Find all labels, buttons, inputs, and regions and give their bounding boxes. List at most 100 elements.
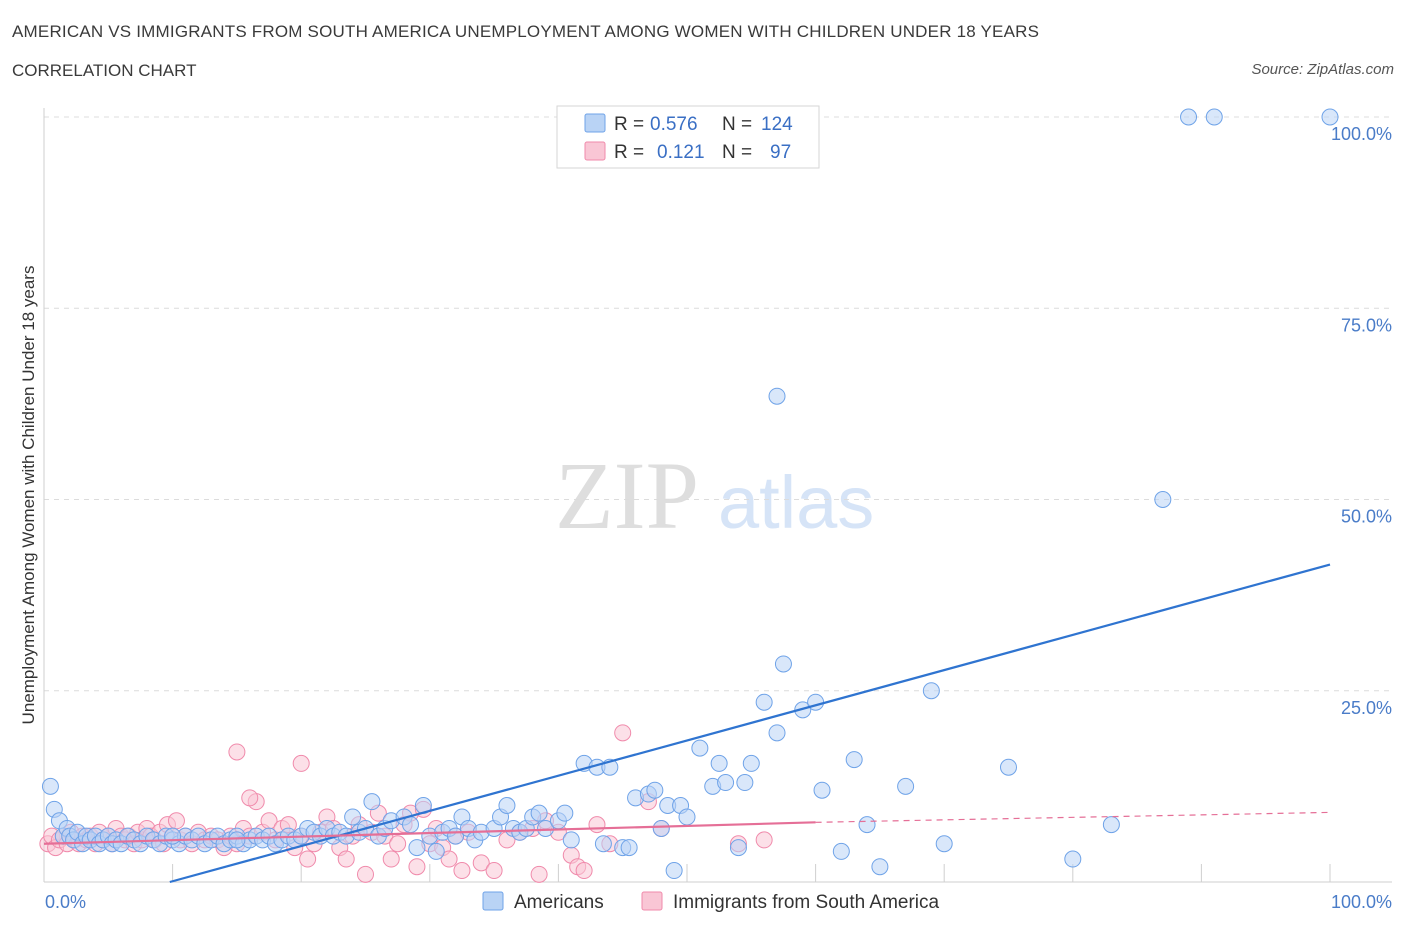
legend-n-value-immigrants: 97	[770, 142, 791, 163]
immigrants-point	[472, 854, 490, 872]
bottom-legend-americans: Americans	[514, 892, 604, 913]
y-tick-label-0: 25.0%	[1341, 698, 1392, 718]
y-axis-label: Unemployment Among Women with Children U…	[19, 266, 38, 725]
legend-r-label-immigrants: R =	[614, 142, 644, 163]
immigrants-point	[755, 831, 773, 849]
immigrants-point	[408, 858, 426, 876]
americans-point	[562, 831, 580, 849]
trend-lines	[43, 563, 1331, 884]
americans-point	[228, 831, 246, 849]
americans-point	[1064, 850, 1082, 868]
americans-point	[41, 777, 59, 795]
gridlines	[44, 116, 1392, 692]
americans-point	[768, 724, 786, 742]
americans-point	[710, 754, 728, 772]
americans-point	[897, 777, 915, 795]
americans-point	[768, 387, 786, 405]
americans-point	[363, 793, 381, 811]
americans-point	[402, 816, 420, 834]
americans-point	[755, 693, 773, 711]
x-tick-label-1: 100.0%	[1331, 892, 1392, 912]
legend-swatch-americans	[584, 113, 606, 133]
immigrants-point	[167, 812, 185, 830]
americans-point	[164, 827, 182, 845]
legend-r-value-immigrants: 0.121	[657, 142, 705, 163]
immigrants-point	[228, 743, 246, 761]
immigrants-point	[614, 724, 632, 742]
chart-subtitle: CORRELATION CHART	[12, 61, 197, 80]
americans-point	[1180, 108, 1198, 126]
americans-point	[845, 751, 863, 769]
americans-point	[736, 774, 754, 792]
immigrants-point	[337, 850, 355, 868]
immigrants-point	[485, 862, 503, 880]
chart-title: AMERICAN VS IMMIGRANTS FROM SOUTH AMERIC…	[12, 22, 1040, 41]
americans-point	[1154, 491, 1172, 508]
watermark-atlas: atlas	[718, 461, 874, 544]
y-tick-label-1: 50.0%	[1341, 507, 1392, 527]
immigrants-trend-extension	[815, 811, 1331, 823]
americans-point	[1000, 758, 1017, 776]
americans-point	[922, 682, 940, 700]
legend-swatch-immigrants	[584, 141, 606, 161]
americans-point	[742, 754, 760, 772]
americans-point	[594, 835, 612, 853]
americans-point	[691, 739, 709, 757]
immigrants-point	[382, 850, 400, 868]
y-tick-label-3: 100.0%	[1331, 124, 1392, 144]
immigrants-point	[575, 862, 593, 880]
immigrants-point	[292, 754, 310, 772]
americans-point	[498, 797, 516, 814]
immigrants-point	[299, 850, 317, 868]
americans-point	[652, 819, 670, 837]
axes	[43, 108, 1392, 883]
legend-n-label-immigrants: N =	[722, 142, 752, 163]
immigrants-point	[588, 816, 606, 834]
americans-point	[646, 781, 664, 799]
immigrants-point	[453, 862, 471, 880]
bottom-legend-immigrants: Immigrants from South America	[673, 892, 940, 913]
americans-point	[678, 808, 696, 826]
bottom-legend-swatch-americans	[482, 891, 504, 911]
americans-point	[537, 819, 555, 837]
legend-r-label-americans: R =	[614, 114, 644, 135]
americans-point	[1102, 816, 1120, 834]
immigrants-point	[357, 865, 374, 883]
americans-point	[858, 816, 876, 834]
y-tick-label-2: 75.0%	[1341, 315, 1392, 335]
americans-point	[344, 808, 362, 826]
immigrants-point	[440, 850, 458, 868]
x-tick-label-0: 0.0%	[45, 892, 86, 912]
legend-n-value-americans: 124	[761, 114, 793, 135]
americans-point	[1321, 108, 1339, 126]
americans-point	[935, 835, 953, 853]
watermark-zip: ZIP	[555, 442, 699, 549]
americans-point	[871, 858, 889, 876]
americans-point	[408, 839, 426, 857]
tick-labels: 25.0% 50.0% 75.0% 100.0% 0.0% 100.0%	[45, 124, 1392, 912]
legend-r-value-americans: 0.576	[650, 114, 698, 135]
legend-n-label-americans: N =	[722, 114, 752, 135]
immigrants-trend-line	[43, 821, 816, 845]
bottom-legend: Americans Immigrants from South America	[482, 891, 940, 913]
source-label: Source: ZipAtlas.com	[1251, 61, 1394, 78]
top-legend: R = 0.576 N = 124 R = 0.121 N = 97	[556, 105, 820, 169]
bottom-legend-swatch-immigrants	[641, 891, 663, 911]
immigrants-point	[389, 835, 407, 853]
americans-trend-line	[169, 563, 1331, 884]
americans-point	[813, 781, 831, 799]
americans-point	[774, 655, 792, 673]
americans-point	[665, 862, 683, 880]
americans-point	[620, 839, 638, 857]
immigrants-point	[530, 865, 548, 883]
americans-points	[41, 108, 1339, 880]
americans-point	[530, 804, 548, 822]
immigrants-point	[241, 789, 259, 807]
americans-point	[729, 839, 747, 857]
americans-point	[1205, 108, 1223, 126]
americans-point	[717, 774, 735, 792]
americans-point	[832, 842, 850, 860]
americans-point	[556, 804, 574, 822]
americans-point	[427, 842, 445, 860]
